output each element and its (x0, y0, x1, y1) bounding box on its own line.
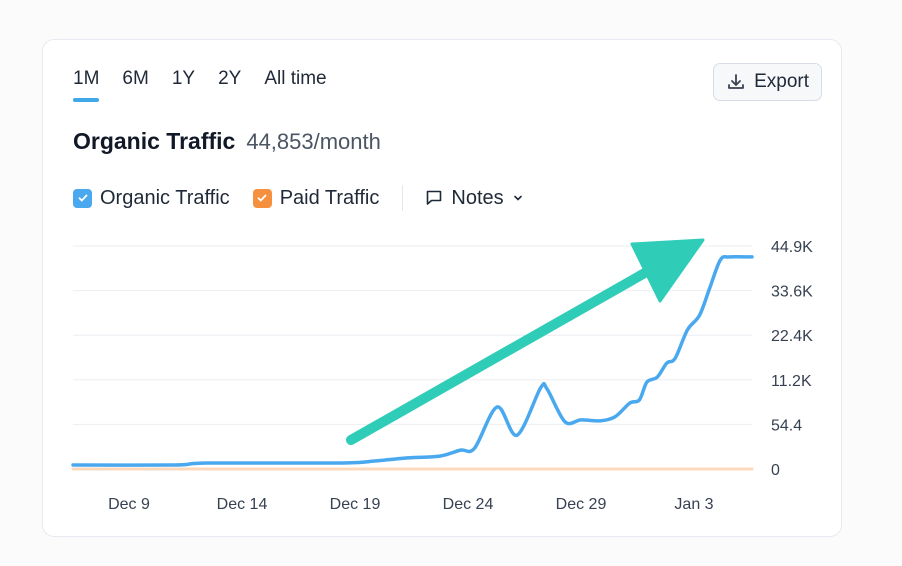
tab-1m[interactable]: 1M (73, 68, 100, 102)
legend-organic-traffic[interactable]: Organic Traffic (73, 187, 230, 210)
legend: Organic Traffic Paid Traffic Notes (73, 185, 524, 211)
x-tick-label: Dec 19 (330, 496, 381, 513)
y-tick-label: 54.4 (771, 417, 802, 434)
chevron-down-icon (513, 195, 522, 201)
y-tick-label: 11.2K (771, 373, 812, 390)
x-tick-label: Dec 29 (556, 496, 607, 513)
checkbox-checked-icon[interactable] (252, 188, 272, 208)
y-tick-label: 44.9K (771, 239, 813, 256)
tab-6m[interactable]: 6M (122, 68, 149, 89)
y-tick-label: 0 (771, 462, 780, 479)
legend-paid-traffic[interactable]: Paid Traffic (252, 186, 380, 210)
export-label: Export (754, 71, 809, 92)
traffic-value: 44,853/month (246, 129, 381, 154)
divider (402, 185, 404, 211)
legend-label: Organic Traffic (100, 186, 230, 209)
x-tick-label: Dec 24 (443, 496, 494, 513)
chart-title: Organic Traffic (73, 128, 236, 154)
period-tabs: 1M 6M 1Y 2Y All time (73, 68, 350, 102)
x-tick-label: Jan 3 (674, 496, 713, 513)
y-tick-label: 22.4K (771, 328, 813, 345)
title-row: Organic Traffic 44,853/month (73, 128, 381, 155)
series-line-organic-traffic (71, 254, 754, 467)
notes-label: Notes (451, 186, 504, 209)
tab-2y[interactable]: 2Y (218, 68, 242, 89)
legend-label: Paid Traffic (279, 186, 380, 209)
notes-dropdown[interactable]: Notes (425, 187, 523, 210)
x-tick-label: Dec 14 (217, 496, 268, 513)
checkbox-checked-icon[interactable] (73, 188, 92, 208)
trend-arrow-head (630, 238, 705, 303)
comment-icon (427, 190, 442, 205)
trend-arrow-shaft (346, 265, 655, 445)
download-icon (728, 74, 744, 89)
tab-all-time[interactable]: All time (264, 68, 327, 89)
y-tick-label: 33.6K (771, 284, 813, 301)
x-tick-label: Dec 9 (108, 496, 150, 513)
tab-1y[interactable]: 1Y (171, 68, 196, 89)
export-button[interactable]: Export (713, 63, 822, 101)
